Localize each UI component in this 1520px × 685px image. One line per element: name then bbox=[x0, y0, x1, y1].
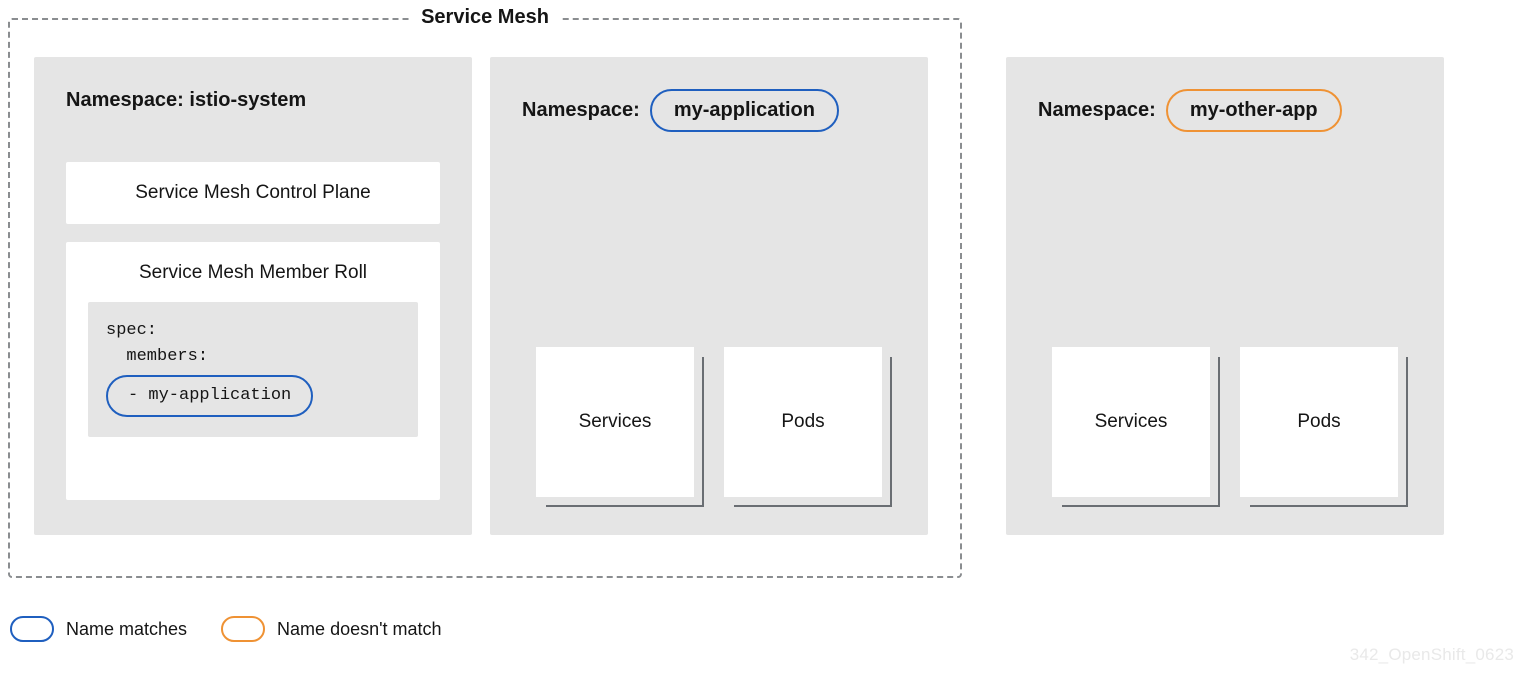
namespace-label-prefix: Namespace: bbox=[1038, 99, 1156, 122]
namespace-header: Namespace: istio-system bbox=[66, 89, 306, 112]
pods-card: Pods bbox=[724, 347, 882, 497]
member-roll-card: Service Mesh Member Roll spec: members: … bbox=[66, 242, 440, 500]
legend-item-match: Name matches bbox=[10, 616, 187, 642]
watermark-text: 342_OpenShift_0623 bbox=[1350, 645, 1514, 665]
namespace-name-pill-nomatch: my-other-app bbox=[1166, 89, 1342, 132]
namespace-header: Namespace: my-other-app bbox=[1038, 89, 1342, 132]
spec-line: members: bbox=[106, 344, 400, 370]
services-label: Services bbox=[579, 411, 652, 433]
services-stack: Services bbox=[1052, 347, 1210, 497]
legend: Name matches Name doesn't match bbox=[10, 616, 442, 642]
control-plane-label: Service Mesh Control Plane bbox=[135, 182, 371, 204]
services-card: Services bbox=[1052, 347, 1210, 497]
pods-stack: Pods bbox=[1240, 347, 1398, 497]
namespace-panel-my-application: Namespace: my-application Services Pods bbox=[490, 57, 928, 535]
namespace-header: Namespace: my-application bbox=[522, 89, 839, 132]
namespace-panel-istio-system: Namespace: istio-system Service Mesh Con… bbox=[34, 57, 472, 535]
legend-text-nomatch: Name doesn't match bbox=[277, 619, 442, 640]
namespace-panel-my-other-app: Namespace: my-other-app Services Pods bbox=[1006, 57, 1444, 535]
pods-card: Pods bbox=[1240, 347, 1398, 497]
spec-line: spec: bbox=[106, 318, 400, 344]
pods-label: Pods bbox=[1297, 411, 1340, 433]
namespace-label-prefix: Namespace: bbox=[522, 99, 640, 122]
namespace-name-pill-match: my-application bbox=[650, 89, 839, 132]
member-roll-title: Service Mesh Member Roll bbox=[88, 262, 418, 284]
services-stack: Services bbox=[536, 347, 694, 497]
services-card: Services bbox=[536, 347, 694, 497]
namespace-label: Namespace: istio-system bbox=[66, 89, 306, 112]
legend-item-nomatch: Name doesn't match bbox=[221, 616, 442, 642]
legend-text-match: Name matches bbox=[66, 619, 187, 640]
legend-swatch-nomatch bbox=[221, 616, 265, 642]
pods-label: Pods bbox=[781, 411, 824, 433]
member-entry-pill: - my-application bbox=[106, 375, 313, 417]
pods-stack: Pods bbox=[724, 347, 882, 497]
legend-swatch-match bbox=[10, 616, 54, 642]
control-plane-card: Service Mesh Control Plane bbox=[66, 162, 440, 224]
service-mesh-title: Service Mesh bbox=[409, 6, 561, 29]
services-label: Services bbox=[1095, 411, 1168, 433]
member-roll-spec: spec: members: - my-application bbox=[88, 302, 418, 437]
